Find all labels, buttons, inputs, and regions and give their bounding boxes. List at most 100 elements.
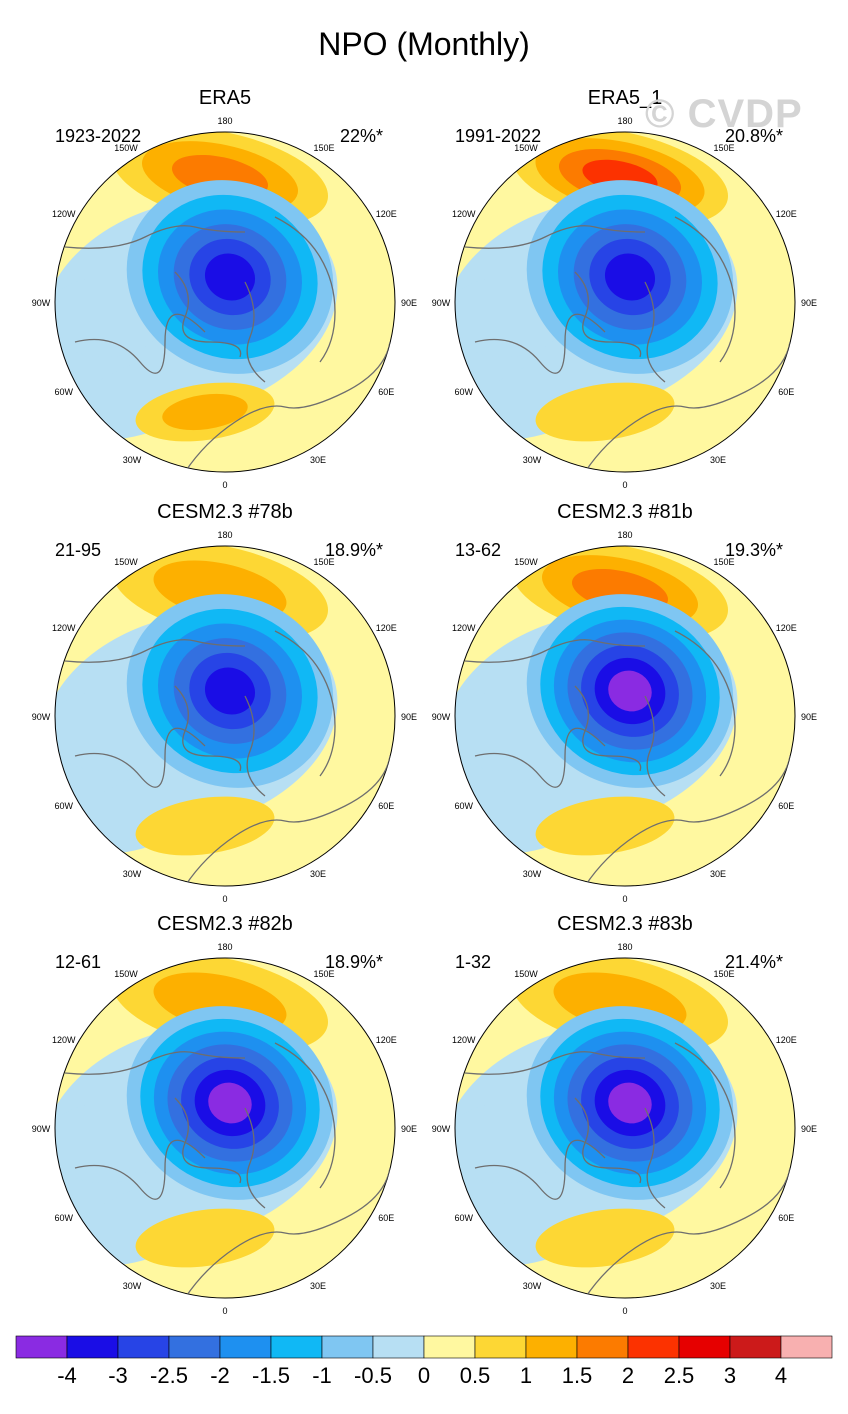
longitude-label: 120E — [776, 623, 797, 633]
coastline-2 — [274, 1042, 336, 1189]
longitude-label: 60W — [455, 387, 474, 397]
coastline-6 — [644, 695, 666, 797]
longitude-label: 60E — [778, 387, 794, 397]
colorbar-bin-10 — [474, 1335, 527, 1359]
colorbar-bin-5 — [219, 1335, 272, 1359]
field — [55, 546, 395, 886]
atlantic-positive-level-1 — [535, 1208, 675, 1268]
figure-title: NPO (Monthly) — [318, 26, 530, 62]
coastline-5 — [574, 685, 642, 772]
panel-period: 12-61 — [55, 952, 101, 972]
longitude-label: 120W — [52, 1035, 76, 1045]
coastline-6 — [244, 695, 266, 797]
colorbar-tick-label: -2 — [210, 1363, 230, 1388]
coastline-4 — [74, 313, 206, 374]
colorbar-tick-label: 2.5 — [664, 1363, 695, 1388]
coastline-1 — [184, 755, 391, 886]
longitude-label: 90E — [801, 298, 817, 308]
longitude-label: 30E — [710, 455, 726, 465]
coastline-6 — [244, 281, 266, 383]
longitude-label: 30E — [710, 1281, 726, 1291]
polar-negative-level-6 — [204, 253, 256, 301]
longitude-label: 180 — [217, 942, 232, 952]
longitude-label: 120E — [776, 1035, 797, 1045]
colorbar-bin-3 — [117, 1335, 170, 1359]
panel-variance: 20.8%* — [725, 126, 783, 146]
atlantic-positive-level-1 — [535, 382, 675, 442]
field — [55, 958, 395, 1298]
panel-4: CESM2.3 #81b 13-62 19.3%* 180 150E 120E 90E 60E… — [432, 501, 817, 904]
colorbar-bin-16 — [780, 1335, 833, 1359]
colorbar-tick-label: -4 — [57, 1363, 77, 1388]
colorbar-bin-6 — [270, 1335, 323, 1359]
coastline-5 — [574, 1097, 642, 1184]
colorbar-tick-label: 0.5 — [460, 1363, 491, 1388]
coastline-3 — [64, 639, 246, 663]
longitude-label: 150E — [313, 557, 334, 567]
field — [455, 958, 795, 1298]
panel-1: ERA5 1923-2022 22%* 180 150E 120E 90E 60E 30E 0 30… — [32, 87, 417, 490]
longitude-label: 60E — [378, 801, 394, 811]
longitude-label: 150E — [713, 143, 734, 153]
coastline-1 — [184, 1167, 391, 1298]
longitude-label: 150E — [313, 969, 334, 979]
longitude-label: 150E — [713, 969, 734, 979]
coastline-5 — [574, 271, 642, 358]
panel-title: ERA5_1 — [588, 87, 663, 109]
map-boundary — [54, 545, 396, 887]
atlantic-positive-level-1 — [535, 796, 675, 856]
longitude-label: 120E — [376, 623, 397, 633]
longitude-label: 0 — [222, 894, 227, 904]
panel-period: 1-32 — [455, 952, 491, 972]
longitude-label: 60W — [55, 1213, 74, 1223]
coastline-5 — [174, 685, 242, 772]
colorbar-bin-2 — [66, 1335, 119, 1359]
coastline-4 — [474, 727, 606, 788]
atlantic-positive-level-1 — [135, 1208, 275, 1268]
panel-variance: 19.3%* — [725, 540, 783, 560]
coastline-5 — [174, 1097, 242, 1184]
coastline-3 — [464, 639, 646, 663]
longitude-label: 60E — [378, 1213, 394, 1223]
colorbar-tick-label: -3 — [108, 1363, 128, 1388]
longitude-label: 0 — [222, 1306, 227, 1316]
panel-period: 13-62 — [455, 540, 501, 560]
map-boundary — [454, 131, 796, 473]
polar-negative-level-7 — [208, 1082, 252, 1124]
longitude-label: 0 — [622, 894, 627, 904]
watermark: © CVDP — [645, 92, 803, 136]
coastlines — [64, 1042, 391, 1298]
coastline-1 — [584, 755, 791, 886]
longitude-label: 120W — [452, 209, 476, 219]
coastline-2 — [674, 1042, 736, 1189]
longitude-label: 90W — [432, 1124, 451, 1134]
colorbar-tick-label: 4 — [775, 1363, 787, 1388]
coastline-3 — [464, 1051, 646, 1075]
field — [455, 546, 795, 886]
panel-5: CESM2.3 #82b 12-61 18.9%* 180 150E 120E 90E 60E… — [32, 913, 417, 1316]
colorbar-tick-label: -1 — [312, 1363, 332, 1388]
longitude-label: 30E — [310, 455, 326, 465]
colorbar-bin-4 — [168, 1335, 221, 1359]
coastline-4 — [474, 1139, 606, 1200]
longitude-label: 90E — [401, 1124, 417, 1134]
longitude-label: 0 — [622, 480, 627, 490]
coastline-6 — [644, 281, 666, 383]
coastline-4 — [74, 1139, 206, 1200]
panel-3: CESM2.3 #78b 21-95 18.9%* 180 150E 120E 90E 60E… — [32, 501, 417, 904]
polar-negative-level-7 — [608, 670, 652, 712]
polar-negative-level-6 — [604, 253, 656, 301]
colorbar-bin-1 — [15, 1335, 68, 1359]
longitude-label: 30W — [523, 455, 542, 465]
longitude-label: 90E — [801, 712, 817, 722]
atlantic-positive-level-2 — [162, 393, 248, 431]
longitude-label: 90E — [401, 712, 417, 722]
colorbar-tick-label: 1.5 — [562, 1363, 593, 1388]
coastline-6 — [644, 1107, 666, 1209]
coastline-3 — [464, 225, 646, 249]
panel-variance: 22%* — [340, 126, 383, 146]
panel-6: CESM2.3 #83b 1-32 21.4%* 180 150E 120E 90E 60E 3… — [432, 913, 817, 1316]
longitude-label: 0 — [622, 1306, 627, 1316]
coastline-1 — [184, 341, 391, 472]
